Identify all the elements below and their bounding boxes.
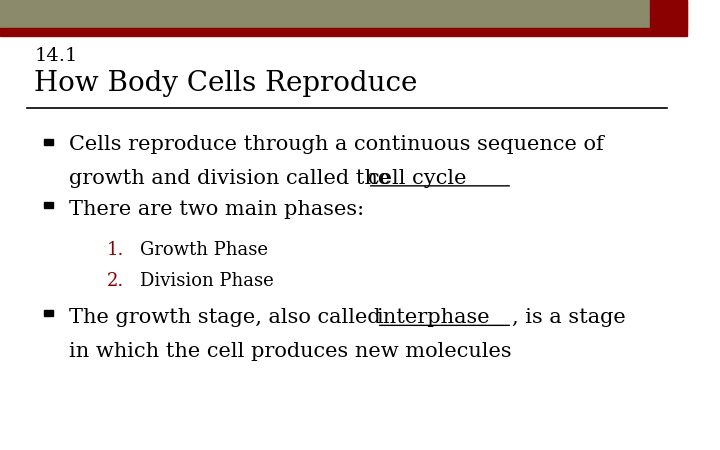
Text: cell cycle: cell cycle	[368, 169, 467, 188]
Bar	[44, 310, 53, 316]
Text: in which the cell produces new molecules: in which the cell produces new molecules	[68, 342, 511, 361]
Bar	[44, 202, 53, 207]
Text: interphase: interphase	[377, 308, 490, 327]
Text: 1.: 1.	[107, 241, 124, 259]
Text: Cells reproduce through a continuous sequence of: Cells reproduce through a continuous seq…	[68, 135, 603, 154]
Text: 2.: 2.	[107, 272, 124, 290]
Text: Growth Phase: Growth Phase	[140, 241, 268, 259]
Text: Division Phase: Division Phase	[140, 272, 274, 290]
Text: How Body Cells Reproduce: How Body Cells Reproduce	[35, 70, 418, 97]
Text: There are two main phases:: There are two main phases:	[68, 200, 364, 219]
Bar	[0, 0, 688, 28]
Text: The growth stage, also called: The growth stage, also called	[68, 308, 387, 327]
Bar	[44, 139, 53, 144]
Text: , is a stage: , is a stage	[512, 308, 626, 327]
Text: 14.1: 14.1	[35, 47, 78, 65]
Bar	[0, 28, 688, 36]
Text: growth and division called the: growth and division called the	[68, 169, 397, 188]
Bar	[649, 0, 688, 28]
